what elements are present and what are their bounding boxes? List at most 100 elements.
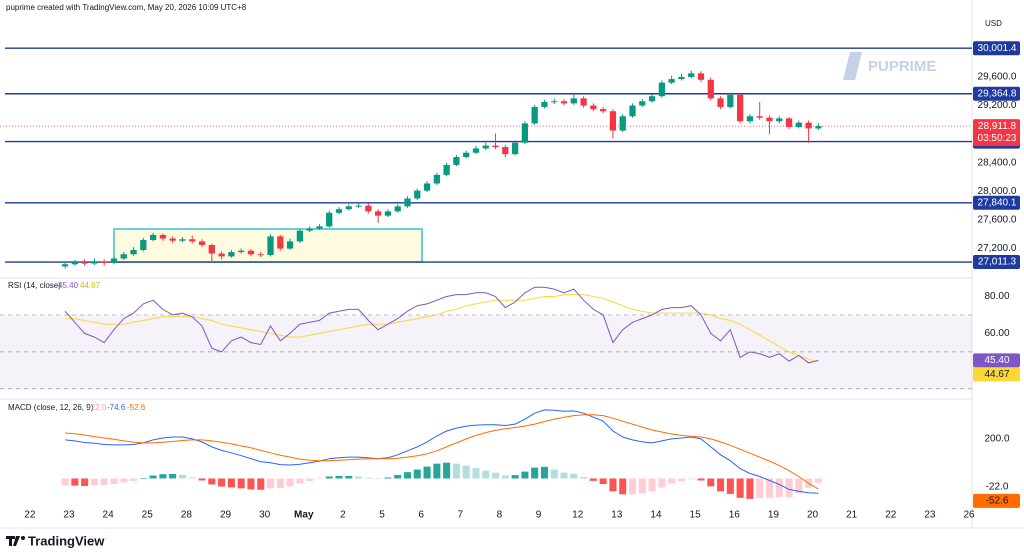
macd-histogram-bar bbox=[257, 478, 265, 490]
macd-histogram-bar bbox=[423, 466, 431, 479]
macd-histogram-bar bbox=[511, 475, 519, 479]
x-tick-label: 6 bbox=[418, 510, 424, 521]
macd-histogram-bar bbox=[462, 465, 470, 479]
macd-histogram-bar bbox=[61, 478, 69, 486]
level-label: 27,840.1 bbox=[978, 197, 1017, 208]
watermark-text: PUPRIME bbox=[868, 58, 936, 75]
y-tick-label: 200.0 bbox=[984, 434, 1009, 445]
macd-histogram-bar bbox=[599, 478, 607, 485]
candle-body bbox=[580, 98, 587, 106]
macd-histogram-bar bbox=[531, 467, 539, 479]
candle-body bbox=[678, 76, 685, 80]
candle-body bbox=[365, 205, 372, 212]
candle-body bbox=[639, 101, 646, 106]
macd-line bbox=[65, 409, 819, 494]
x-tick-label: 26 bbox=[964, 510, 976, 521]
last-price-bg bbox=[973, 119, 1020, 147]
macd-histogram-bar bbox=[746, 478, 754, 499]
macd-line bbox=[65, 414, 819, 490]
macd-histogram-bar bbox=[540, 466, 548, 479]
macd-histogram-bar bbox=[335, 475, 343, 479]
macd-histogram-bar bbox=[364, 477, 372, 479]
x-tick-label: 24 bbox=[103, 510, 115, 521]
macd-histogram-bar bbox=[139, 478, 147, 479]
candle-body bbox=[433, 174, 440, 184]
candle-body bbox=[423, 183, 431, 191]
candle-body bbox=[101, 261, 108, 263]
candle-body bbox=[795, 122, 802, 127]
candle-body bbox=[531, 106, 538, 124]
macd-histogram-bar bbox=[580, 476, 588, 479]
level-label-bg bbox=[973, 255, 1020, 270]
y-tick-label: 27,200.0 bbox=[978, 243, 1017, 254]
candle-body bbox=[766, 117, 773, 122]
candle-body bbox=[316, 226, 323, 229]
macd-histogram-bar bbox=[765, 478, 774, 498]
macd-histogram-bar bbox=[384, 477, 392, 479]
candle-body bbox=[189, 239, 196, 242]
candle-body bbox=[286, 241, 294, 249]
macd-histogram-bar bbox=[247, 478, 255, 490]
macd-histogram-bar bbox=[619, 478, 627, 495]
macd-histogram-bar bbox=[785, 478, 793, 498]
y-tick-label: 28,000.0 bbox=[978, 186, 1017, 197]
rsi-last-label-bg bbox=[973, 353, 1020, 368]
macd-histogram-bar bbox=[90, 478, 98, 486]
macd-histogram-bar bbox=[227, 478, 235, 488]
candle-body bbox=[110, 258, 118, 263]
candle-body bbox=[815, 126, 822, 129]
candle-body bbox=[355, 205, 362, 207]
macd-hist-label: -22.0 bbox=[986, 481, 1009, 492]
candle-body bbox=[590, 105, 597, 110]
candle-body bbox=[61, 264, 69, 267]
macd-histogram-bar bbox=[814, 478, 822, 483]
x-tick-label: 16 bbox=[729, 510, 741, 521]
macd-histogram-bar bbox=[374, 478, 382, 479]
candle-body bbox=[776, 118, 783, 122]
candle-body bbox=[296, 230, 303, 242]
macd-histogram-bar bbox=[756, 478, 764, 498]
candle-body bbox=[609, 111, 617, 131]
candle-body bbox=[198, 241, 206, 245]
candle-body bbox=[345, 206, 352, 210]
macd-histogram-bar bbox=[668, 478, 676, 484]
macd-histogram-bar bbox=[188, 477, 196, 479]
macd-histogram-bar bbox=[208, 478, 216, 485]
macd-histogram-bar bbox=[266, 478, 275, 489]
x-tick-label: 21 bbox=[846, 510, 858, 521]
rsi-last-label: 44.67 bbox=[984, 369, 1009, 380]
macd-signal-label-bg bbox=[973, 493, 1020, 508]
candle-body bbox=[472, 148, 480, 153]
candle-body bbox=[375, 211, 382, 216]
macd-histogram-bar bbox=[795, 478, 803, 494]
macd-histogram-bar bbox=[120, 478, 128, 483]
x-tick-label: 25 bbox=[142, 510, 154, 521]
candle-body bbox=[619, 116, 626, 131]
level-label: 29,364.8 bbox=[978, 88, 1017, 99]
candle-body bbox=[179, 239, 186, 241]
candle-body bbox=[707, 79, 714, 99]
macd-histogram-bar bbox=[648, 478, 656, 492]
macd-histogram-bar bbox=[560, 472, 568, 479]
y-tick-label: 80.00 bbox=[984, 291, 1009, 302]
x-tick-label: May bbox=[294, 510, 314, 521]
candle-body bbox=[521, 123, 529, 143]
candle-body bbox=[81, 262, 88, 264]
currency: USD bbox=[985, 19, 1002, 28]
candle-body bbox=[629, 105, 636, 117]
macd-histogram-bar bbox=[71, 478, 79, 486]
macd-signal-label: -52.6 bbox=[986, 495, 1009, 506]
x-tick-label: 12 bbox=[572, 510, 584, 521]
rsi-title: RSI (14, close) bbox=[8, 281, 61, 290]
candle-body bbox=[453, 157, 460, 165]
macd-histogram-bar bbox=[159, 474, 167, 479]
candle-body bbox=[756, 116, 763, 118]
macd-histogram-bar bbox=[130, 478, 138, 481]
candle-body bbox=[149, 234, 157, 240]
x-tick-label: 5 bbox=[379, 510, 385, 521]
macd-histogram-bar bbox=[178, 474, 186, 479]
candle-body bbox=[502, 147, 509, 155]
macd-histogram-bar bbox=[394, 474, 402, 479]
level-label-bg bbox=[973, 41, 1020, 56]
candle-body bbox=[805, 122, 812, 129]
